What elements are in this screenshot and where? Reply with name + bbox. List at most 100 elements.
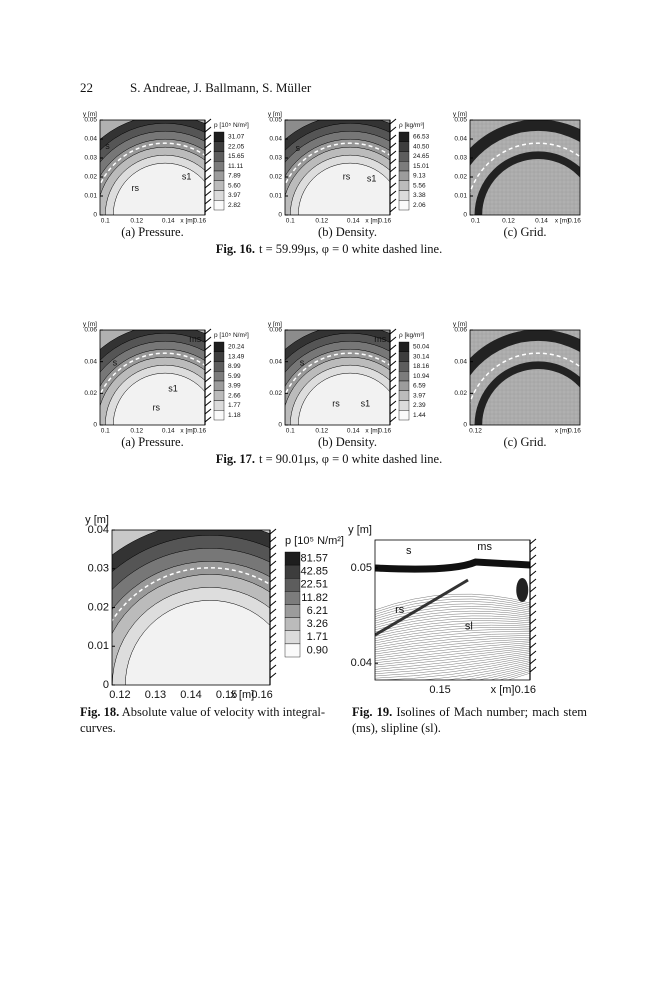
colorbar-swatch bbox=[213, 190, 225, 201]
isoline bbox=[375, 608, 530, 624]
colorbar-label: 3.99 bbox=[228, 383, 241, 390]
x-tick-label: 0.14 bbox=[180, 689, 201, 701]
isoline bbox=[375, 644, 530, 661]
annotation: ms bbox=[189, 334, 201, 344]
x-tick-label: 0.1 bbox=[286, 218, 295, 225]
isoline bbox=[375, 635, 530, 650]
colorbar-label: 11.11 bbox=[228, 163, 244, 170]
y-tick-label: 0.01 bbox=[269, 193, 282, 200]
plot-area bbox=[285, 120, 390, 215]
shock bbox=[375, 558, 530, 573]
y-tick-label: 0.03 bbox=[84, 155, 97, 162]
wall-hatch bbox=[389, 142, 397, 149]
annotation: ms bbox=[374, 334, 386, 344]
y-tick-label: 0.02 bbox=[88, 601, 109, 613]
colorbar-swatch bbox=[398, 371, 410, 382]
plot-area bbox=[470, 120, 580, 215]
colorbar-label: 13.49 bbox=[228, 353, 245, 360]
wall-hatch bbox=[269, 648, 277, 655]
wall-hatch bbox=[389, 400, 397, 407]
colorbar-swatch bbox=[284, 643, 301, 658]
colorbar-label: 2.66 bbox=[228, 392, 241, 399]
wall-hatch bbox=[529, 618, 537, 625]
x-tick-label: 0.14 bbox=[535, 218, 548, 225]
colorbar-swatch bbox=[398, 141, 410, 152]
wall-hatch bbox=[204, 360, 212, 367]
panel-caption: (b) Density. bbox=[318, 435, 377, 449]
wall-hatch bbox=[269, 568, 277, 575]
y-tick-label: 0.01 bbox=[454, 193, 467, 200]
wall-hatch bbox=[389, 376, 397, 383]
wall-hatch bbox=[529, 602, 537, 609]
colorbar-label: 22.05 bbox=[228, 143, 245, 150]
isoline bbox=[375, 606, 530, 622]
caption-label: Fig. 16. bbox=[216, 242, 255, 256]
wall-hatch bbox=[204, 408, 212, 415]
wall-hatch bbox=[529, 626, 537, 633]
panel-caption: (a) Pressure. bbox=[121, 435, 183, 449]
isoline bbox=[444, 664, 530, 680]
x-tick-label: 0.16 bbox=[568, 218, 581, 225]
colorbar-swatch bbox=[398, 390, 410, 401]
y-tick-label: 0.01 bbox=[84, 193, 97, 200]
colorbar-label: 5.60 bbox=[228, 182, 241, 189]
wall-hatch bbox=[529, 538, 537, 545]
y-tick-label: 0.06 bbox=[84, 327, 97, 334]
colorbar-label: 2.82 bbox=[228, 202, 241, 209]
colorbar-swatch bbox=[213, 341, 225, 352]
dashed-line bbox=[470, 352, 580, 406]
colorbar-swatch bbox=[284, 630, 301, 645]
colorbar-label: 2.39 bbox=[413, 402, 426, 409]
colorbar-title: ρ [kg/m³] bbox=[399, 332, 425, 339]
colorbar-label: 20.24 bbox=[228, 344, 245, 351]
wall-hatch bbox=[269, 584, 277, 591]
wall-hatch bbox=[389, 416, 397, 423]
wall-hatch bbox=[269, 632, 277, 639]
x-tick-label: 0.16 bbox=[193, 218, 206, 225]
caption-label: Fig. 19. bbox=[352, 705, 393, 719]
dashed-line bbox=[470, 142, 580, 196]
y-axis-label: y [m] bbox=[453, 321, 467, 328]
wall-hatch bbox=[389, 182, 397, 189]
wall-hatch bbox=[204, 142, 212, 149]
x-axis-label: x [m] bbox=[555, 218, 569, 225]
colorbar-swatch bbox=[213, 361, 225, 372]
colorbar-swatch bbox=[398, 180, 410, 191]
wall-hatch bbox=[204, 182, 212, 189]
colorbar-label: 24.65 bbox=[413, 153, 430, 160]
colorbar-swatch bbox=[398, 400, 410, 411]
annotation: s1 bbox=[182, 171, 192, 181]
y-tick-label: 0 bbox=[463, 422, 467, 429]
wall-hatch bbox=[204, 336, 212, 343]
colorbar-label: 1.18 bbox=[228, 412, 241, 419]
fig18-caption: Fig. 18. Absolute value of velocity with… bbox=[80, 704, 325, 736]
isoline bbox=[375, 631, 530, 646]
isoline bbox=[375, 651, 530, 670]
plot-area bbox=[100, 120, 205, 215]
x-tick-label: 0.14 bbox=[347, 218, 360, 225]
wall-hatch bbox=[204, 384, 212, 391]
wall-hatch bbox=[389, 158, 397, 165]
isoline bbox=[498, 671, 530, 680]
isoline bbox=[375, 637, 530, 652]
wall-hatch bbox=[529, 642, 537, 649]
wall-hatch bbox=[529, 594, 537, 601]
colorbar-label: 81.57 bbox=[300, 552, 328, 564]
isoline bbox=[375, 610, 530, 626]
x-tick-label: 0.16 bbox=[378, 428, 391, 435]
wall-hatch bbox=[529, 634, 537, 641]
plot-frame bbox=[469, 329, 581, 426]
page-number: 22 bbox=[80, 80, 93, 95]
colorbar-label: 6.59 bbox=[413, 383, 426, 390]
annotation: s1 bbox=[367, 173, 377, 183]
wall-hatch bbox=[389, 336, 397, 343]
annotation: s bbox=[300, 358, 305, 368]
colorbar-swatch bbox=[284, 591, 301, 605]
panel-caption: (c) Grid. bbox=[503, 225, 546, 239]
colorbar-label: 3.38 bbox=[413, 192, 426, 199]
wall-hatch bbox=[204, 328, 212, 335]
isoline bbox=[375, 627, 530, 641]
colorbar-label: 22.51 bbox=[300, 579, 328, 591]
isoline bbox=[375, 624, 530, 639]
colorbar-label: 3.26 bbox=[307, 618, 328, 630]
